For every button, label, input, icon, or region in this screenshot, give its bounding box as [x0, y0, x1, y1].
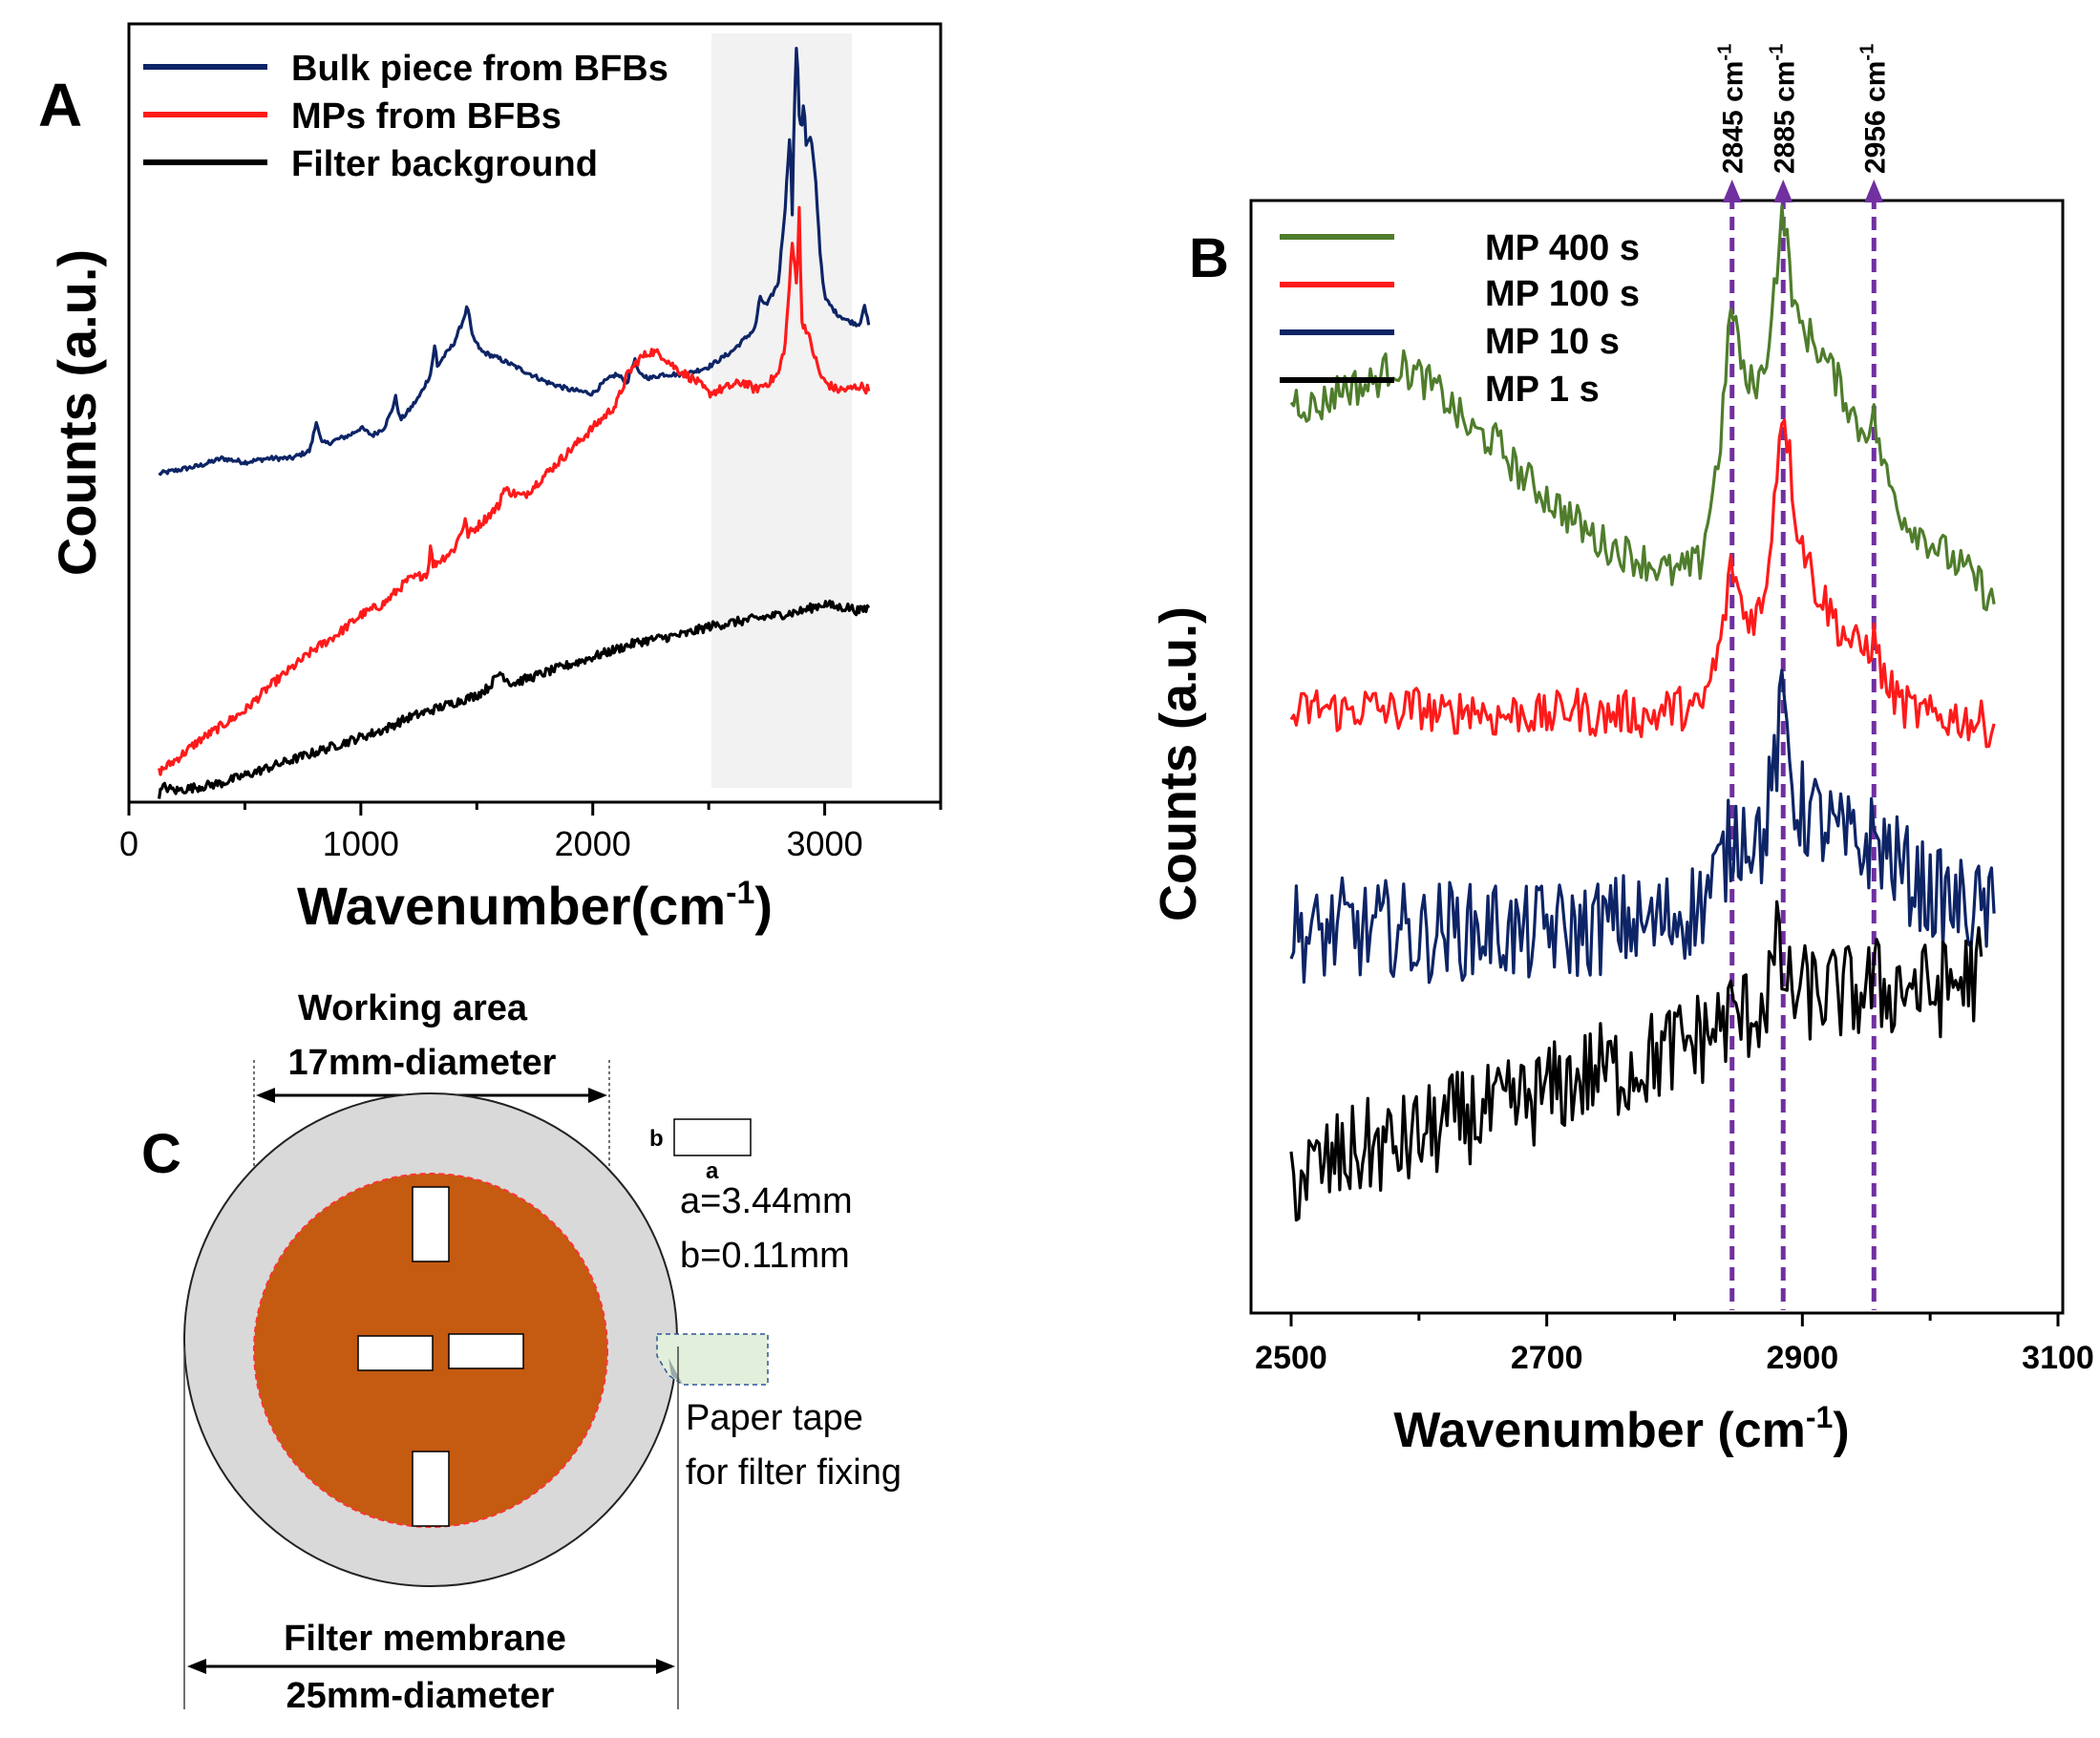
membrane-arrow-left: [187, 1659, 206, 1674]
x-tick-label: 2500: [1255, 1340, 1327, 1376]
series-line-filter-background: [158, 599, 871, 799]
peak-label: 2885 cm-1: [1766, 44, 1800, 174]
series-line-mps-from-bfbs: [158, 205, 871, 776]
panel-b-legend: MP 400 s MP 100 s MP 10 s MP 1 s: [1280, 228, 1640, 410]
slot-right: [448, 1333, 524, 1369]
filter-membrane-diameter: 25mm-diameter: [286, 1676, 555, 1716]
panel-a-label: A: [38, 71, 82, 139]
series-line-mp-400-s: [1289, 204, 1996, 612]
working-area-label: Working area: [298, 988, 528, 1028]
working-area-arrow-right: [588, 1088, 607, 1103]
x-tick-label: 2900: [1767, 1340, 1839, 1376]
slot-top: [412, 1186, 450, 1262]
x-tick-label: 2700: [1511, 1340, 1583, 1376]
slot-side-a: a: [706, 1158, 719, 1184]
panel-b-y-axis-label: Counts (a.u.): [1150, 606, 1207, 922]
legend-label-mp1: MP 1 s: [1485, 370, 1600, 410]
working-area-arrow-left: [256, 1088, 275, 1103]
panel-a-x-axis-label: Wavenumber(cm-1): [297, 875, 773, 936]
series-line-mp-1-s: [1289, 900, 1983, 1222]
peak-arrowhead: [1864, 180, 1884, 202]
x-tick-label: 2000: [555, 824, 631, 863]
membrane-arrow-right: [656, 1659, 675, 1674]
legend-label-mp400: MP 400 s: [1485, 228, 1640, 268]
x-tick-label: 3100: [2022, 1340, 2094, 1376]
series-line-bulk-piece-from-bfbs: [158, 47, 871, 477]
slot-a-value: a=3.44mm: [680, 1181, 853, 1221]
panel-a-y-axis-label: Counts (a.u.): [47, 249, 107, 576]
peak-arrowhead: [1773, 180, 1793, 202]
filter-membrane-label: Filter membrane: [284, 1619, 566, 1659]
panel-a-series: [158, 47, 871, 799]
slot-bottom: [412, 1451, 450, 1527]
panel-b-label: B: [1189, 227, 1229, 289]
legend-label-filter: Filter background: [291, 144, 598, 184]
panel-a-plot-frame: [127, 22, 943, 804]
legend-label-mps: MPs from BFBs: [291, 96, 562, 137]
panel-a-legend: Bulk piece from BFBs MPs from BFBs Filte…: [143, 49, 668, 184]
panel-c-label: C: [141, 1123, 181, 1185]
series-line-mp-100-s: [1289, 418, 1996, 749]
paper-tape-label: Paper tape: [686, 1398, 863, 1438]
peak-label: 2845 cm-1: [1715, 44, 1750, 174]
panel-c: C Working area 17mm-diameter b a a=3.44m…: [141, 988, 902, 1716]
slot-b-value: b=0.11mm: [680, 1236, 850, 1276]
slot-side-b: b: [649, 1126, 664, 1152]
paper-tape-purpose: for filter fixing: [686, 1452, 902, 1493]
peak-label: 2956 cm-1: [1856, 44, 1891, 174]
legend-label-mp10: MP 10 s: [1485, 322, 1620, 362]
panel-b-plot-frame: [1249, 199, 2065, 1315]
panel-b: B 2845 cm-1 2885 cm-1 2956 cm-1 2500 2700 29…: [1150, 44, 2094, 1458]
legend-label-mp100: MP 100 s: [1485, 274, 1640, 314]
panel-a: A 0 1000 2000 3000 Counts (a.u.) Wavenumber…: [38, 22, 943, 936]
panel-b-series: [1289, 204, 1996, 1222]
paper-tape-fold: [668, 1358, 683, 1385]
panel-a-x-axis: 0 1000 2000 3000: [119, 802, 943, 863]
x-tick-label: 1000: [323, 824, 399, 863]
slot-left: [357, 1335, 434, 1371]
x-tick-label: 0: [119, 824, 138, 863]
paper-tape-shape: [656, 1333, 769, 1386]
legend-label-bulk: Bulk piece from BFBs: [291, 49, 668, 89]
peak-arrowhead: [1722, 180, 1742, 202]
panel-b-x-axis-label: Wavenumber (cm-1): [1393, 1400, 1849, 1458]
panel-b-peak-markers: 2845 cm-1 2885 cm-1 2956 cm-1: [1715, 44, 1891, 1310]
x-tick-label: 3000: [787, 824, 863, 863]
panel-a-highlight-region: [711, 33, 852, 788]
slot-size-rect: [673, 1118, 752, 1156]
series-line-mp-10-s: [1289, 668, 1996, 985]
panel-b-x-axis: 2500 2700 2900 3100: [1255, 1313, 2094, 1376]
working-area-diameter: 17mm-diameter: [288, 1043, 557, 1083]
